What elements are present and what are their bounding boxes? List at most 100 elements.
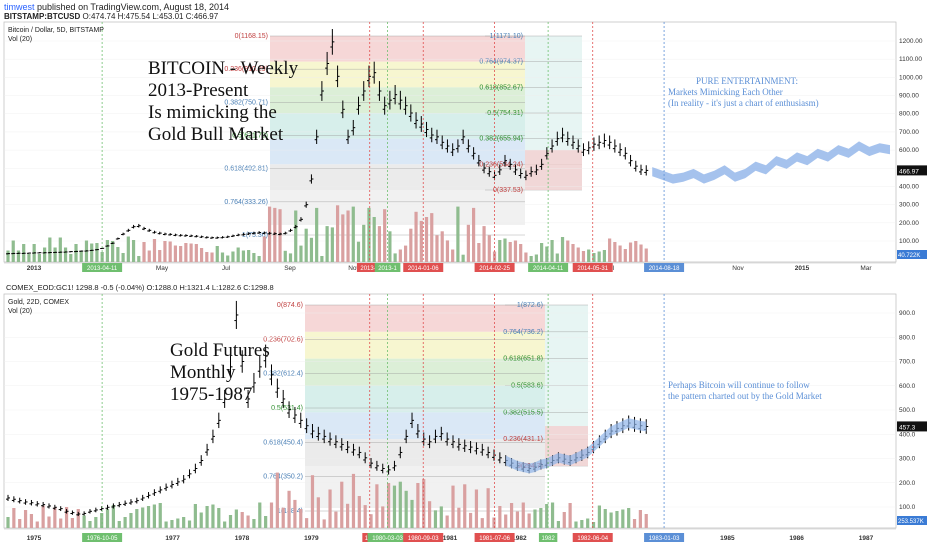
volume-bar [241, 250, 246, 262]
fib-level-label: 0.5(754.31) [487, 110, 523, 117]
volume-bar [527, 513, 531, 528]
fib-zone [305, 412, 545, 440]
volume-bar [35, 521, 39, 528]
volume-bar [509, 503, 514, 528]
x-tick-label: 1981 [443, 535, 458, 542]
volume-bar [609, 512, 613, 528]
volume-bar [53, 247, 57, 262]
volume-bar [105, 509, 110, 528]
volume-bar [545, 504, 549, 528]
volume-bar [69, 254, 73, 262]
volume-bar [252, 519, 256, 528]
date-marker-label: 1983-01-03 [649, 536, 680, 542]
panel-title-line: Gold Futures [170, 340, 270, 361]
panel-title-line: 2013-Present [148, 80, 249, 101]
volume-bar [48, 237, 52, 262]
volume-bar [275, 472, 279, 528]
volume-bar [613, 242, 617, 262]
fib-level-label: 0.236(702.6) [263, 336, 303, 343]
date-marker-label: 2014-05-31 [577, 266, 608, 272]
volume-bar [628, 242, 633, 262]
volume-bar [299, 509, 303, 528]
volume-bar [141, 507, 145, 528]
volume-bar [409, 228, 413, 262]
volume-bar [515, 511, 520, 528]
volume-bar [513, 240, 518, 262]
volume-bar [539, 508, 543, 528]
volume-bar [566, 240, 570, 262]
date-marker-label: 1982-06-04 [577, 536, 608, 542]
volume-value-badge [897, 516, 927, 525]
volume-bar [433, 510, 438, 528]
projection-band [505, 418, 647, 474]
volume-bar [146, 506, 151, 528]
volume-bar [482, 226, 486, 262]
y-tick-label: 100.00 [899, 238, 919, 245]
volume-bar [228, 515, 233, 528]
volume-bar [176, 518, 180, 528]
fib-level-label: 1(1171.10) [490, 33, 523, 40]
volume-bar [367, 207, 371, 262]
last-price-badge [897, 165, 927, 176]
x-tick-label: 1986 [789, 535, 804, 542]
fib-zone [305, 439, 545, 466]
volume-bar [404, 490, 408, 528]
volume-bar [163, 241, 167, 262]
fib-level-label: 0.764(350.2) [263, 474, 303, 481]
volume-bar [6, 250, 10, 262]
volume-bar [264, 516, 268, 528]
fib-level-label: 0(874.6) [277, 302, 303, 309]
x-tick-label: 1977 [165, 535, 180, 542]
publish-info: published on TradingView.com, August 18,… [37, 2, 230, 12]
volume-bar [597, 505, 601, 528]
fib-zone [305, 331, 545, 359]
x-tick-label: May [156, 265, 169, 272]
y-tick-label: 800.00 [899, 111, 919, 118]
fib-zone [270, 36, 525, 62]
volume-bar [47, 516, 51, 528]
volume-bar [403, 245, 408, 262]
volume-bar [12, 508, 16, 528]
volume-bar [226, 255, 230, 262]
volume-bar [562, 512, 566, 528]
volume-bar [211, 504, 215, 528]
volume-bar [632, 519, 637, 528]
x-tick-label: Mar [860, 265, 872, 272]
volume-bar [586, 518, 590, 528]
volume-bar [152, 239, 157, 262]
volume-bar [362, 224, 366, 262]
volume-bar [430, 213, 434, 262]
volume-bar [398, 481, 402, 528]
fib-zone [270, 61, 525, 88]
fib-zone-right [525, 150, 582, 190]
volume-bar [461, 254, 465, 262]
volume-bar [468, 512, 473, 528]
volume-bar [383, 209, 387, 262]
date-marker-label: 2013-1 [378, 266, 397, 272]
volume-bar [634, 241, 638, 262]
volume-bar [521, 502, 525, 528]
volume-bar [76, 509, 80, 528]
fib-level-label: 0.5(531.4) [271, 405, 303, 412]
volume-bar [534, 254, 538, 262]
volume-bar [480, 518, 484, 528]
volume-bar [602, 250, 606, 262]
x-tick-label: Jul [222, 265, 231, 272]
volume-bar [59, 518, 63, 528]
volume-bar [581, 251, 586, 262]
volume-bar [64, 507, 69, 528]
volume-bar [187, 520, 192, 528]
volume-bar [126, 236, 130, 262]
volume-bar [18, 519, 22, 528]
last-price-badge [897, 421, 927, 432]
volume-bar [304, 228, 308, 262]
publish-line: timwest published on TradingView.com, Au… [4, 2, 229, 12]
volume-bar [234, 509, 238, 528]
date-marker-badge [374, 263, 401, 272]
annotation-note: Markets Mimicking Each Other [668, 87, 783, 97]
volume-bar [388, 231, 392, 262]
author-link[interactable]: timwest [4, 2, 35, 12]
volume-bar [498, 240, 502, 262]
y-tick-label: 200.0 [899, 480, 916, 487]
volume-bar [644, 514, 648, 528]
